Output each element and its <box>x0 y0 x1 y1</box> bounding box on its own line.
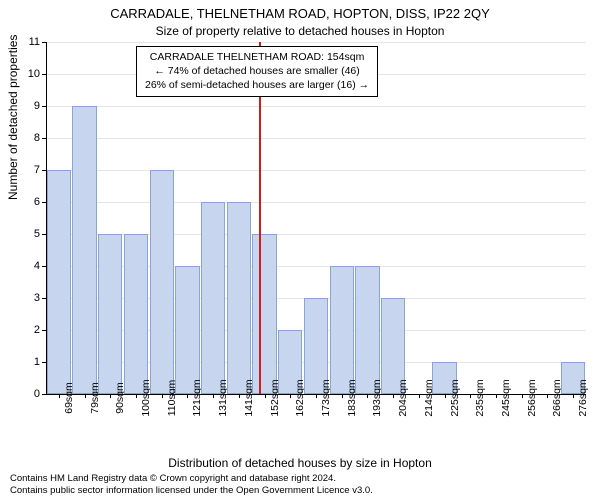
x-tick-label: 225sqm <box>449 379 461 416</box>
x-tick-label: 204sqm <box>397 379 409 416</box>
plot-area: 0123456789101169sqm79sqm90sqm100sqm110sq… <box>46 42 586 394</box>
gridline <box>46 202 586 203</box>
x-tick-label: 276sqm <box>577 379 589 416</box>
legend-line2: ← 74% of detached houses are smaller (46… <box>145 64 369 78</box>
footer-line1: Contains HM Land Registry data © Crown c… <box>10 473 336 484</box>
x-tick-label: 245sqm <box>500 379 512 416</box>
gridline <box>46 170 586 171</box>
chart-title-sub: Size of property relative to detached ho… <box>0 24 600 38</box>
bar <box>150 170 174 394</box>
x-axis <box>46 394 586 395</box>
y-tick-label: 9 <box>34 100 40 112</box>
footer-line2: Contains public sector information licen… <box>10 485 373 496</box>
x-axis-label: Distribution of detached houses by size … <box>0 456 600 470</box>
y-tick-label: 11 <box>29 36 40 48</box>
x-tick-label: 256sqm <box>526 379 538 416</box>
legend-line1: CARRADALE THELNETHAM ROAD: 154sqm <box>145 50 369 64</box>
chart-title-main: CARRADALE, THELNETHAM ROAD, HOPTON, DISS… <box>0 6 600 21</box>
footer-attribution: Contains HM Land Registry data © Crown c… <box>10 473 590 496</box>
legend-box: CARRADALE THELNETHAM ROAD: 154sqm← 74% o… <box>136 46 378 97</box>
bar <box>72 106 96 394</box>
y-tick-label: 4 <box>34 260 40 272</box>
bar <box>175 266 199 394</box>
bar <box>47 170 71 394</box>
chart-container: CARRADALE, THELNETHAM ROAD, HOPTON, DISS… <box>0 0 600 500</box>
bar <box>98 234 122 394</box>
y-tick-label: 10 <box>28 68 40 80</box>
bar <box>124 234 148 394</box>
y-tick-label: 6 <box>34 196 40 208</box>
y-tick-label: 7 <box>34 164 40 176</box>
y-tick-label: 0 <box>34 388 40 400</box>
y-tick-label: 2 <box>34 324 40 336</box>
gridline <box>46 138 586 139</box>
y-tick-label: 3 <box>34 292 40 304</box>
bar <box>330 266 354 394</box>
x-tick-label: 235sqm <box>474 379 486 416</box>
y-axis <box>46 42 47 394</box>
bar <box>252 234 276 394</box>
gridline <box>46 42 586 43</box>
gridline <box>46 106 586 107</box>
bar <box>227 202 251 394</box>
y-tick-label: 1 <box>34 356 40 368</box>
bar <box>201 202 225 394</box>
legend-line3: 26% of semi-detached houses are larger (… <box>145 78 369 92</box>
y-axis-label: Number of detached properties <box>6 35 20 200</box>
y-tick-label: 8 <box>34 132 40 144</box>
bar <box>355 266 379 394</box>
y-tick-label: 5 <box>34 228 40 240</box>
